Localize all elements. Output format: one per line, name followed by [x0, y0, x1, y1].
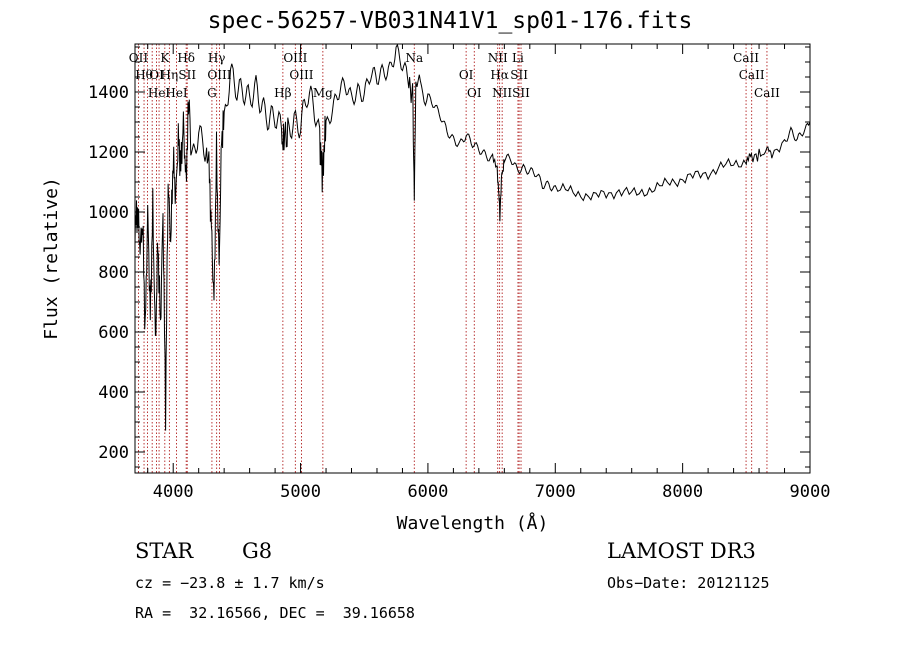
line-label: Mg — [313, 86, 333, 100]
line-label: OIII — [283, 51, 307, 65]
survey-name: LAMOST DR3 — [607, 539, 756, 563]
y-tick-label: 600 — [98, 323, 129, 343]
y-tick-label: 1400 — [88, 83, 129, 103]
x-tick-label: 4000 — [153, 482, 194, 502]
ra-dec-coordinates: RA = 32.16566, DEC = 39.16658 — [135, 604, 415, 622]
object-type: STAR — [135, 539, 194, 563]
y-tick-label: 800 — [98, 263, 129, 283]
line-label: Hγ — [208, 51, 226, 65]
flux-series-line — [134, 43, 811, 431]
x-axis-ticks: 4000 5000 6000 7000 8000 9000 — [147, 44, 831, 502]
line-label: HeI — [165, 86, 188, 100]
line-label: OI — [459, 68, 474, 82]
line-label: Hα — [490, 68, 509, 82]
line-labels: OIIHθOIHeIKHηHeIHδSIIGHγOIIIHβOIIIOIIIMg… — [129, 51, 780, 100]
spectral-subclass: G8 — [242, 539, 273, 563]
line-label: Hη — [161, 68, 179, 82]
line-label: CaII — [754, 86, 780, 100]
x-tick-label: 7000 — [535, 482, 576, 502]
line-label: OII — [129, 51, 149, 65]
line-label: OIII — [289, 68, 313, 82]
line-label: Hδ — [177, 51, 195, 65]
line-label: OI — [149, 68, 164, 82]
line-label: OI — [467, 86, 482, 100]
x-tick-label: 5000 — [280, 482, 321, 502]
line-label: OIII — [207, 68, 231, 82]
line-label: HeI — [148, 86, 171, 100]
chart-title: spec-56257-VB031N41V1_sp01-176.fits — [207, 8, 693, 34]
line-label: Li — [512, 51, 524, 65]
y-axis-label: Flux (relative) — [41, 177, 62, 340]
x-tick-label: 8000 — [662, 482, 703, 502]
y-axis-ticks: 200 400 600 800 1000 1200 1400 — [88, 46, 810, 468]
line-label: CaII — [733, 51, 759, 65]
line-label: SII — [510, 68, 528, 82]
line-label: K — [160, 51, 170, 65]
plot-frame — [134, 43, 811, 474]
line-label: NII — [492, 86, 512, 100]
x-tick-label: 6000 — [407, 482, 448, 502]
line-label: Na — [405, 51, 423, 65]
x-axis-label: Wavelength (Å) — [397, 512, 549, 534]
line-label: NII — [488, 51, 508, 65]
line-label: SII — [512, 86, 530, 100]
line-label: Hθ — [135, 68, 153, 82]
line-markers — [137, 44, 768, 473]
y-tick-label: 1000 — [88, 203, 129, 223]
y-tick-label: 400 — [98, 383, 129, 403]
y-tick-label: 1200 — [88, 143, 129, 163]
observation-date: Obs−Date: 20121125 — [607, 574, 770, 592]
y-tick-label: 200 — [98, 443, 129, 463]
line-label: CaII — [739, 68, 765, 82]
line-label: SII — [178, 68, 196, 82]
line-label: G — [207, 86, 217, 100]
x-tick-label: 9000 — [790, 482, 831, 502]
redshift-cz: cz = −23.8 ± 1.7 km/s — [135, 574, 325, 592]
line-label: Hβ — [274, 86, 291, 100]
